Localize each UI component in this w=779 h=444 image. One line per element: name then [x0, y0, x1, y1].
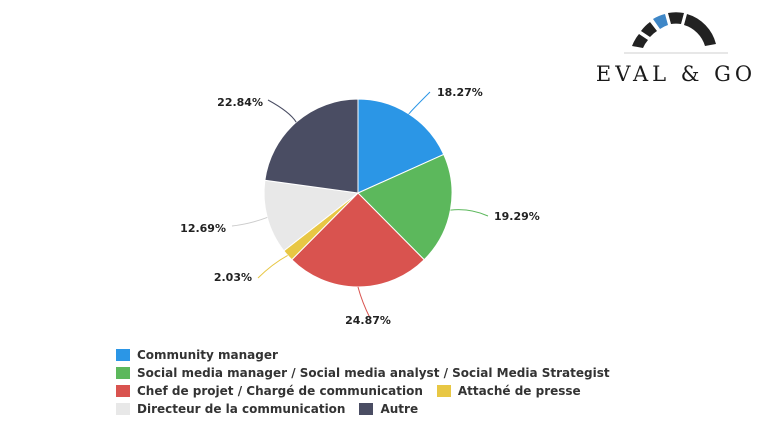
- legend-row: Community manager: [116, 346, 624, 364]
- pie-slice[interactable]: [264, 98, 359, 194]
- data-label: 19.29%: [494, 210, 540, 223]
- label-connector: [267, 99, 297, 123]
- legend-row: Directeur de la communication Autre: [116, 400, 624, 418]
- legend-swatch: [116, 349, 130, 361]
- legend-label: Chef de projet / Chargé de communication: [137, 384, 423, 398]
- legend-row: Social media manager / Social media anal…: [116, 364, 624, 382]
- legend-label: Directeur de la communication: [137, 402, 346, 416]
- legend-item-directeur-communication[interactable]: Directeur de la communication: [116, 402, 345, 416]
- logo-gauge-icon: [624, 12, 728, 54]
- label-connector: [257, 254, 288, 279]
- legend-swatch: [116, 385, 130, 397]
- legend-item-community-manager[interactable]: Community manager: [116, 348, 278, 362]
- legend-swatch: [116, 403, 130, 415]
- pie-slice[interactable]: [291, 192, 425, 288]
- legend-item-autre[interactable]: Autre: [359, 402, 418, 416]
- data-label: 24.87%: [345, 314, 391, 327]
- logo-text: EVAL & GO: [595, 62, 757, 86]
- data-label: 22.84%: [217, 96, 263, 109]
- legend-swatch: [436, 385, 451, 397]
- legend: Community manager Social media manager /…: [116, 346, 624, 418]
- pie-slice[interactable]: [357, 153, 453, 261]
- label-connector: [231, 216, 268, 227]
- pie-slice[interactable]: [263, 179, 360, 252]
- eval-and-go-logo: EVAL & GO: [586, 6, 766, 86]
- legend-label: Community manager: [137, 348, 278, 362]
- pie-slice[interactable]: [357, 98, 445, 194]
- legend-label: Attaché de presse: [457, 384, 581, 398]
- label-connector: [408, 91, 431, 115]
- legend-label: Autre: [380, 402, 419, 416]
- legend-item-attache-de-presse[interactable]: Attaché de presse: [436, 384, 581, 398]
- legend-swatch: [359, 403, 374, 415]
- legend-label: Social media manager / Social media anal…: [137, 366, 610, 380]
- label-connector: [450, 209, 489, 217]
- legend-swatch: [116, 367, 130, 379]
- legend-item-social-media-manager[interactable]: Social media manager / Social media anal…: [116, 366, 610, 380]
- label-connector: [357, 286, 371, 319]
- data-label: 2.03%: [214, 271, 252, 284]
- legend-row: Chef de projet / Chargé de communication…: [116, 382, 624, 400]
- data-label: 12.69%: [180, 222, 226, 235]
- data-label: 18.27%: [437, 86, 483, 99]
- legend-item-chef-de-projet[interactable]: Chef de projet / Chargé de communication: [116, 384, 423, 398]
